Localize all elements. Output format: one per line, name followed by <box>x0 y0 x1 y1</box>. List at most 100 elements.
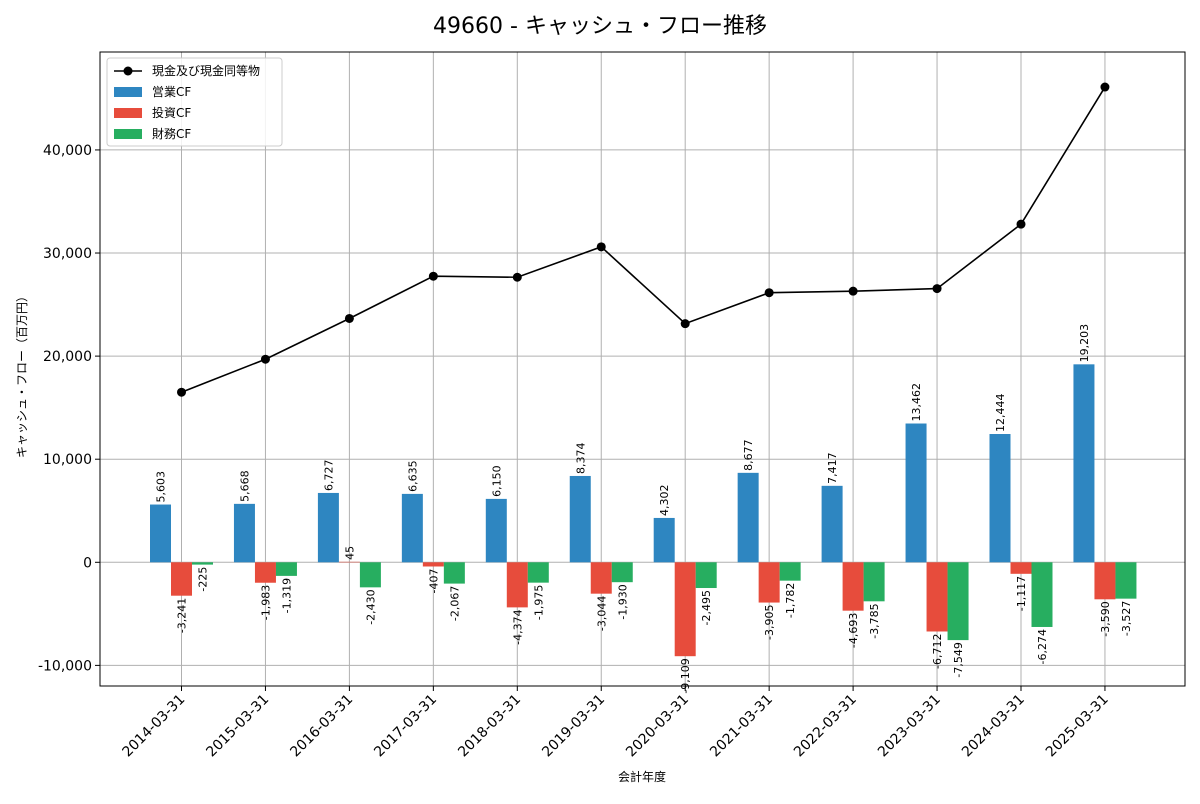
bar-value-label: -1,975 <box>532 585 545 620</box>
bar-value-label: -3,241 <box>176 598 189 633</box>
y-tick-label: 30,000 <box>43 246 92 262</box>
bar-value-label: -3,785 <box>868 603 881 638</box>
bars <box>150 364 1137 657</box>
x-tick-label: 2015-03-31 <box>203 692 272 761</box>
bar-投資CF <box>1094 562 1116 600</box>
y-tick-label: 40,000 <box>43 143 92 159</box>
cash-line-point <box>764 288 774 298</box>
bar-営業CF <box>150 504 171 563</box>
cash-line-point <box>344 313 354 323</box>
x-tick-label: 2018-03-31 <box>455 692 524 761</box>
x-tick-label: 2016-03-31 <box>287 692 356 761</box>
bar-財務CF <box>1115 562 1137 599</box>
x-tick-label: 2017-03-31 <box>371 692 440 761</box>
bar-財務CF <box>779 562 801 581</box>
bar-value-label: -3,044 <box>595 596 608 631</box>
bar-財務CF <box>695 562 717 589</box>
cash-line-point <box>428 271 438 281</box>
bar-投資CF <box>254 562 276 583</box>
bar-value-label: 6,635 <box>406 460 419 492</box>
bar-value-label: -2,430 <box>364 589 377 624</box>
legend-line-marker <box>123 66 133 76</box>
x-tick-label: 2014-03-31 <box>119 692 188 761</box>
bar-投資CF <box>674 562 696 657</box>
cash-line-point <box>1016 219 1026 229</box>
bar-投資CF <box>338 561 360 563</box>
bar-value-label: -7,549 <box>952 642 965 677</box>
bar-value-label: -1,319 <box>280 578 293 613</box>
x-tick-label: 2022-03-31 <box>791 692 860 761</box>
bar-value-label: -1,930 <box>616 584 629 619</box>
bar-value-label: -6,712 <box>931 633 944 668</box>
bar-value-label: 5,603 <box>155 471 168 503</box>
bar-value-label: -4,693 <box>847 613 860 648</box>
bar-投資CF <box>422 562 444 567</box>
cash-line-point <box>848 286 858 296</box>
bar-投資CF <box>506 562 528 608</box>
bar-財務CF <box>275 562 297 576</box>
bar-value-label: -1,782 <box>784 583 797 618</box>
legend-swatch <box>114 129 142 139</box>
bar-value-label: -407 <box>427 568 440 593</box>
y-tick-label: 10,000 <box>43 452 92 468</box>
bar-value-label: -3,905 <box>763 605 776 640</box>
cash-line-point <box>260 354 270 364</box>
bar-投資CF <box>758 562 780 603</box>
data-labels: 5,603 5,668 6,727 6,635 6,150 8,374 4,302 8,677… <box>155 324 1133 694</box>
bar-財務CF <box>863 562 885 602</box>
bar-営業CF <box>737 472 759 563</box>
y-tick-label: 20,000 <box>43 349 92 365</box>
bar-財務CF <box>359 562 381 588</box>
bar-value-label: 7,417 <box>826 452 839 484</box>
bar-営業CF <box>401 493 423 563</box>
bar-value-label: 12,444 <box>994 394 1007 433</box>
bar-value-label: 8,677 <box>742 439 755 471</box>
x-tick-label: 2021-03-31 <box>707 692 776 761</box>
x-axis-label: 会計年度 <box>618 769 666 784</box>
bar-営業CF <box>317 492 339 563</box>
bar-財務CF <box>611 562 633 583</box>
bar-value-label: -225 <box>197 567 210 592</box>
legend-swatch <box>114 87 142 97</box>
bar-value-label: -6,274 <box>1036 629 1049 664</box>
bar-営業CF <box>569 475 591 563</box>
cash-line <box>177 82 1110 397</box>
bar-value-label: 8,374 <box>574 442 587 474</box>
bar-value-label: 6,150 <box>490 465 503 497</box>
x-tick-label: 2023-03-31 <box>875 692 944 761</box>
bar-財務CF <box>1031 562 1053 627</box>
bar-営業CF <box>821 485 843 563</box>
bar-営業CF <box>653 517 675 563</box>
bar-財務CF <box>192 562 213 565</box>
chart-title: 49660 - キャッシュ・フロー推移 <box>433 14 767 39</box>
bar-営業CF <box>989 434 1011 563</box>
legend-label: 現金及び現金同等物 <box>152 63 260 78</box>
cash-line-path <box>181 86 1106 393</box>
bar-投資CF <box>171 562 192 596</box>
bar-value-label: -1,117 <box>1015 576 1028 611</box>
bar-value-label: 19,203 <box>1078 324 1091 363</box>
bar-value-label: -3,590 <box>1099 601 1112 636</box>
x-tick-label: 2024-03-31 <box>959 692 1028 761</box>
bar-営業CF <box>233 503 255 563</box>
bar-value-label: -9,109 <box>679 658 692 693</box>
bar-財務CF <box>947 562 969 641</box>
legend-label: 財務CF <box>152 126 191 141</box>
bar-value-label: -2,495 <box>700 590 713 625</box>
bar-value-label: 6,727 <box>322 459 335 491</box>
bar-value-label: -3,527 <box>1120 601 1133 636</box>
bar-投資CF <box>590 562 612 594</box>
y-tick-label: 0 <box>83 555 92 571</box>
bar-value-label: 45 <box>343 546 356 560</box>
x-tick-label: 2025-03-31 <box>1043 692 1112 761</box>
cash-line-point <box>932 284 942 294</box>
bar-営業CF <box>905 423 927 563</box>
legend-label: 営業CF <box>152 85 191 99</box>
x-tick-label: 2019-03-31 <box>539 692 608 761</box>
legend-label: 投資CF <box>152 105 191 120</box>
bar-value-label: -2,067 <box>448 586 461 621</box>
bar-投資CF <box>926 562 948 632</box>
bar-営業CF <box>485 498 507 563</box>
